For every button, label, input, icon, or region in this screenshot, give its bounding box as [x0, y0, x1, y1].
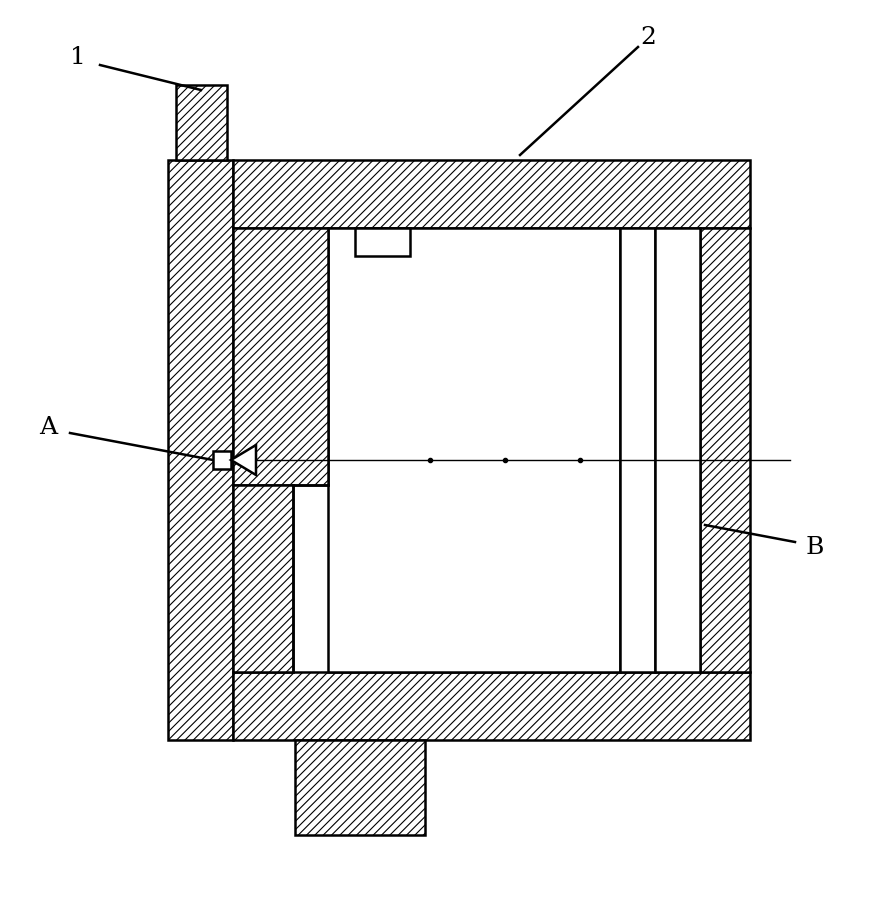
Bar [213, 451, 231, 469]
Polygon shape [233, 160, 750, 228]
Bar [355, 228, 410, 256]
Bar [655, 228, 700, 672]
Text: A: A [39, 416, 57, 439]
Polygon shape [233, 672, 750, 740]
Polygon shape [233, 485, 293, 672]
Polygon shape [168, 160, 233, 740]
Text: 1: 1 [70, 46, 86, 69]
Bar [328, 228, 620, 672]
Polygon shape [700, 228, 750, 672]
Polygon shape [233, 228, 328, 485]
Polygon shape [176, 85, 227, 160]
Bar [620, 228, 655, 672]
Text: B: B [806, 535, 824, 558]
Text: 2: 2 [640, 26, 656, 48]
Polygon shape [295, 740, 425, 835]
Polygon shape [231, 445, 256, 475]
